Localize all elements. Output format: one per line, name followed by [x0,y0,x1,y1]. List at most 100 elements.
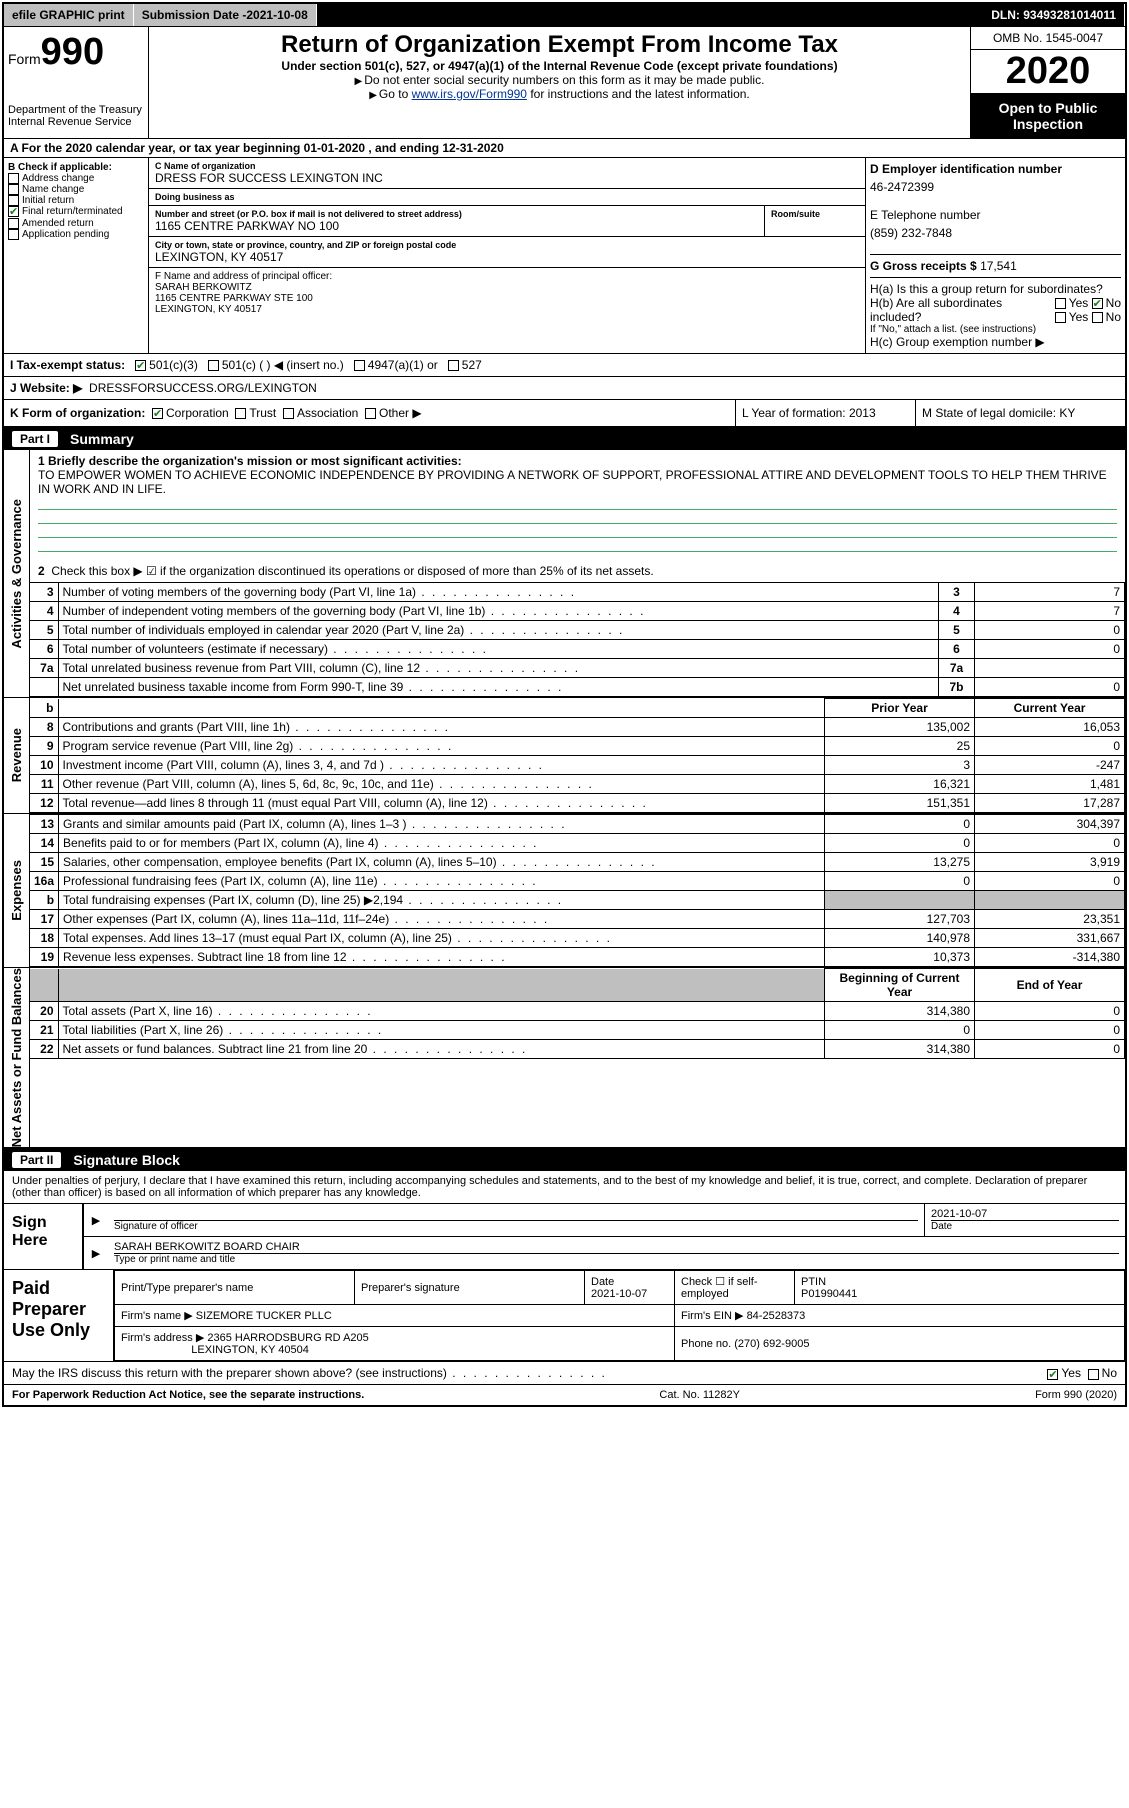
c-name-label: C Name of organization [155,161,859,171]
side-rev: Revenue [4,698,30,813]
table-row: 21Total liabilities (Part X, line 26)00 [30,1021,1125,1040]
prep-date: 2021-10-07 [591,1288,647,1300]
hb-note: If "No," attach a list. (see instruction… [870,324,1121,335]
cb-name-change[interactable] [8,184,19,195]
cb-discuss-yes[interactable] [1047,1369,1058,1380]
c-room-cell: Room/suite [765,206,865,237]
footer-left: For Paperwork Reduction Act Notice, see … [12,1389,364,1401]
table-row: 8Contributions and grants (Part VIII, li… [30,718,1125,737]
footer-right: Form 990 (2020) [1035,1389,1117,1401]
submission-date-label: Submission Date - [142,8,247,22]
row-a-tax-year: A For the 2020 calendar year, or tax yea… [4,139,1125,158]
lbl-final-return: Final return/terminated [22,207,123,218]
lbl-amended: Amended return [22,218,94,229]
cb-other[interactable] [365,408,376,419]
cb-assoc[interactable] [283,408,294,419]
opt-527: 527 [462,358,482,372]
cb-hb-yes[interactable] [1055,312,1066,323]
cb-app-pending[interactable] [8,229,19,240]
part2-title: Signature Block [73,1152,180,1168]
prep-col4: PTIN [801,1276,826,1288]
note-ssn: Do not enter social security numbers on … [157,73,962,87]
table-row: 19Revenue less expenses. Subtract line 1… [30,948,1125,967]
cb-initial-return[interactable] [8,195,19,206]
discuss-text: May the IRS discuss this return with the… [12,1366,607,1380]
cb-hb-no[interactable] [1092,312,1103,323]
firm-name: SIZEMORE TUCKER PLLC [196,1310,332,1322]
dba-label: Doing business as [155,192,859,202]
side-exp: Expenses [4,814,30,967]
room-label: Room/suite [771,209,859,219]
officer-name: SARAH BERKOWITZ [155,282,859,293]
part1-num: Part I [12,431,58,447]
sig-arrow-icon: ▶ [84,1204,108,1236]
k-row: K Form of organization: Corporation Trus… [4,400,1125,428]
footer-mid: Cat. No. 11282Y [659,1389,740,1401]
form-number: Form990 [8,31,144,74]
cb-ha-yes[interactable] [1055,298,1066,309]
opt-trust: Trust [249,406,276,420]
submission-date-value: 2021-10-08 [246,8,307,22]
header-left: Form990 Department of the Treasury Inter… [4,27,149,138]
cb-address-change[interactable] [8,173,19,184]
submission-date-button[interactable]: Submission Date - 2021-10-08 [134,4,317,26]
gross-label: G Gross receipts $ [870,259,980,273]
hdr-curr: Current Year [975,699,1125,718]
cb-527[interactable] [448,360,459,371]
table-row: 5Total number of individuals employed in… [30,621,1125,640]
firm-name-label: Firm's name ▶ [121,1310,193,1322]
firm-addr2: LEXINGTON, KY 40504 [191,1344,309,1356]
footer: For Paperwork Reduction Act Notice, see … [4,1384,1125,1405]
cb-501c[interactable] [208,360,219,371]
website-value: DRESSFORSUCCESS.ORG/LEXINGTON [89,381,317,395]
efile-print-button[interactable]: efile GRAPHIC print [4,4,134,26]
sig-name: SARAH BERKOWITZ BOARD CHAIR [114,1241,1119,1253]
cb-discuss-no[interactable] [1088,1369,1099,1380]
prep-ptin: P01990441 [801,1288,857,1300]
sig-name-label: Type or print name and title [114,1253,1119,1265]
table-row: 4Number of independent voting members of… [30,602,1125,621]
side-gov: Activities & Governance [4,450,30,697]
cb-ha-no[interactable] [1092,298,1103,309]
prep-col1: Preparer's signature [361,1282,460,1294]
table-row: 12Total revenue—add lines 8 through 11 (… [30,794,1125,813]
cb-trust[interactable] [235,408,246,419]
c-dba-cell: Doing business as [149,189,865,206]
street-label: Number and street (or P.O. box if mail i… [155,209,758,219]
summary-net: Net Assets or Fund Balances Beginning of… [4,967,1125,1149]
tel-value: (859) 232-7848 [870,226,1121,240]
table-row: 20Total assets (Part X, line 16)314,3800 [30,1002,1125,1021]
goto-pre: Go to [369,87,411,101]
header-center: Return of Organization Exempt From Incom… [149,27,970,138]
i-label: I Tax-exempt status: [10,358,125,372]
officer-addr1: 1165 CENTRE PARKWAY STE 100 [155,293,859,304]
irs-link[interactable]: www.irs.gov/Form990 [412,87,527,101]
topbar: efile GRAPHIC print Submission Date - 20… [4,4,1125,27]
officer-addr2: LEXINGTON, KY 40517 [155,304,859,315]
cb-corp[interactable] [152,408,163,419]
cb-amended[interactable] [8,218,19,229]
discuss-row: May the IRS discuss this return with the… [4,1361,1125,1384]
sign-here-label: Sign Here [4,1204,84,1269]
cb-final-return[interactable] [8,206,19,217]
b-title: B Check if applicable: [8,162,144,173]
gross-value: 17,541 [980,259,1017,273]
cb-4947[interactable] [354,360,365,371]
gov-table: 3Number of voting members of the governi… [30,582,1125,697]
cb-501c3[interactable] [135,360,146,371]
table-row: 7aTotal unrelated business revenue from … [30,659,1125,678]
k-label: K Form of organization: [10,406,145,420]
open-inspection: Open to Public Inspection [971,94,1125,138]
table-row: 18Total expenses. Add lines 13–17 (must … [30,929,1125,948]
part1-header: Part I Summary [4,428,1125,450]
hdr-end: End of Year [975,969,1125,1002]
section-bcd: B Check if applicable: Address change Na… [4,158,1125,354]
officer-label: F Name and address of principal officer: [155,271,859,282]
table-row: Net unrelated business taxable income fr… [30,678,1125,697]
summary-gov: Activities & Governance 1 Briefly descri… [4,450,1125,697]
prep-col0: Print/Type preparer's name [121,1282,253,1294]
note-goto: Go to www.irs.gov/Form990 for instructio… [157,87,962,101]
summary-exp: Expenses 13Grants and similar amounts pa… [4,813,1125,967]
col-d: D Employer identification number 46-2472… [865,158,1125,353]
tax-status-row: I Tax-exempt status: 501(c)(3) 501(c) ( … [4,354,1125,377]
